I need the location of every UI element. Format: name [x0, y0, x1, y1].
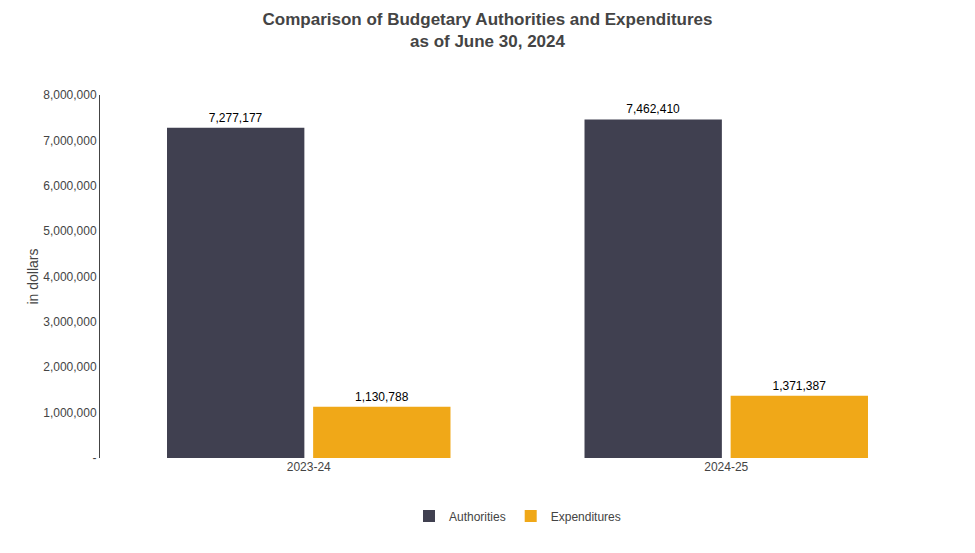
svg-text:4,000,000: 4,000,000: [43, 270, 97, 284]
svg-text:in dollars: in dollars: [25, 248, 41, 304]
svg-text:2024-25: 2024-25: [704, 460, 748, 474]
svg-text:Authorities: Authorities: [449, 510, 506, 524]
svg-text:7,000,000: 7,000,000: [43, 134, 97, 148]
svg-text:1,371,387: 1,371,387: [772, 379, 826, 393]
svg-text:8,000,000: 8,000,000: [43, 88, 97, 102]
svg-text:6,000,000: 6,000,000: [43, 179, 97, 193]
svg-text:Expenditures: Expenditures: [551, 510, 621, 524]
svg-text:1,000,000: 1,000,000: [43, 406, 97, 420]
svg-text:3,000,000: 3,000,000: [43, 315, 97, 329]
svg-text:Comparison of Budgetary Author: Comparison of Budgetary Authorities and …: [263, 10, 713, 51]
svg-text:5,000,000: 5,000,000: [43, 224, 97, 238]
svg-text:-: -: [93, 451, 97, 465]
svg-text:7,462,410: 7,462,410: [626, 102, 680, 116]
svg-text:2,000,000: 2,000,000: [43, 360, 97, 374]
svg-text:7,277,177: 7,277,177: [209, 111, 263, 125]
svg-text:1,130,788: 1,130,788: [355, 390, 409, 404]
svg-text:2023-24: 2023-24: [287, 460, 331, 474]
